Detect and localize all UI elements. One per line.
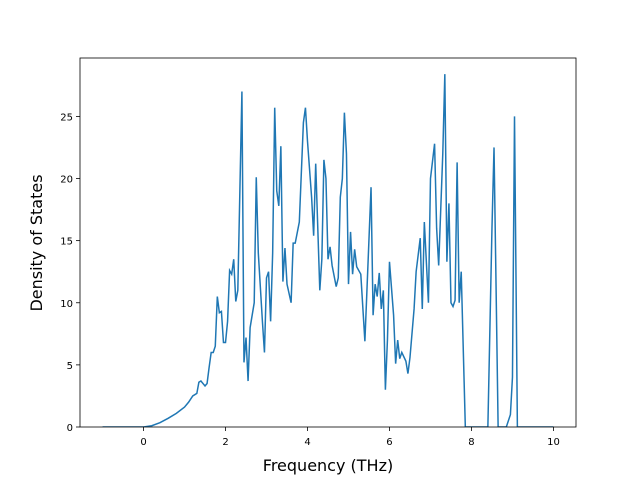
y-tick-label: 25 (60, 112, 73, 123)
x-tick-label: 0 (140, 437, 146, 448)
x-tick-label: 8 (468, 437, 474, 448)
y-tick-label: 10 (60, 299, 73, 310)
line-series (102, 74, 554, 427)
x-tick-label: 10 (547, 437, 560, 448)
x-tick-label: 2 (222, 437, 228, 448)
y-tick-label: 15 (60, 237, 73, 248)
y-tick-label: 5 (67, 361, 73, 372)
x-tick-label: 6 (386, 437, 392, 448)
plot-frame (79, 57, 577, 428)
x-tick-label: 4 (304, 437, 310, 448)
y-tick-label: 0 (67, 423, 73, 434)
x-axis-label: Frequency (THz) (263, 456, 393, 475)
y-axis-label: Density of States (27, 174, 46, 311)
y-tick-label: 20 (60, 175, 73, 186)
